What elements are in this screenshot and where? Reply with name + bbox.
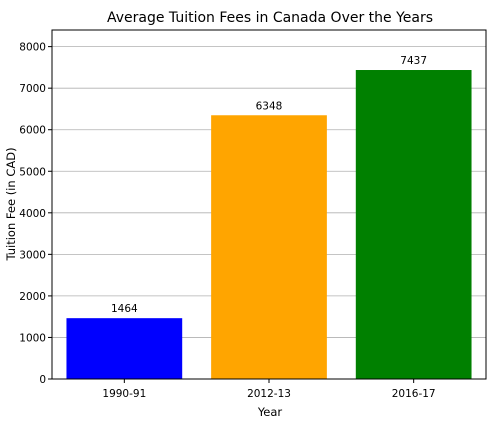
bar-value-label: 6348 — [256, 100, 283, 112]
y-tick-label: 0 — [39, 374, 46, 386]
x-tick-label: 2012-13 — [247, 388, 291, 400]
x-tick-label: 2016-17 — [392, 388, 436, 400]
bar-2012-13 — [211, 115, 327, 380]
y-tick-label: 6000 — [19, 125, 46, 137]
y-tick-label: 3000 — [19, 249, 46, 261]
x-tick-label: 1990-91 — [102, 388, 146, 400]
y-tick-label: 5000 — [19, 166, 46, 178]
y-axis-ticks: 0 1000 2000 3000 4000 5000 6000 7000 8000 — [19, 42, 52, 386]
y-axis-label: Tuition Fee (in CAD) — [4, 147, 18, 261]
y-tick-label: 2000 — [19, 291, 46, 303]
bars — [66, 70, 472, 380]
y-tick-label: 1000 — [19, 332, 46, 344]
bar-value-label: 1464 — [111, 303, 138, 315]
y-tick-label: 7000 — [19, 83, 46, 95]
chart-title: Average Tuition Fees in Canada Over the … — [107, 10, 433, 26]
y-tick-label: 4000 — [19, 208, 46, 220]
y-tick-label: 8000 — [19, 42, 46, 54]
x-axis-label: Year — [257, 405, 283, 419]
bar-1990-91 — [66, 318, 183, 379]
bar-2016-17 — [355, 70, 472, 379]
data-labels: 1464 6348 7437 — [111, 55, 427, 315]
x-axis-ticks: 1990-91 2012-13 2016-17 — [102, 379, 436, 400]
bar-value-label: 7437 — [400, 55, 427, 67]
